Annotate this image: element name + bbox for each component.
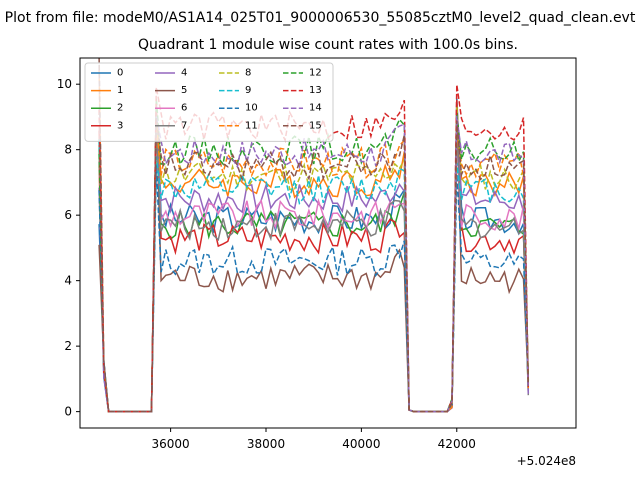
legend-label-0: 0 <box>117 68 123 79</box>
y-axis: 0 2 4 6 8 10 <box>57 77 80 419</box>
y-tick-label: 0 <box>64 405 72 419</box>
legend-label-9: 9 <box>245 85 251 96</box>
x-axis: 36000 38000 40000 42000 <box>152 428 476 451</box>
x-tick-label: 40000 <box>342 437 380 451</box>
legend-label-4: 4 <box>181 68 187 79</box>
x-axis-offset-label: +5.024e8 <box>517 454 576 468</box>
legend-label-12: 12 <box>309 68 322 79</box>
legend-label-14: 14 <box>309 103 322 114</box>
chart-title: Quadrant 1 module wise count rates with … <box>138 37 518 53</box>
legend-label-3: 3 <box>117 120 123 131</box>
x-tick-label: 36000 <box>152 437 190 451</box>
series-line-10 <box>98 165 530 413</box>
x-tick-label: 42000 <box>438 437 476 451</box>
y-tick-label: 2 <box>64 339 72 353</box>
figure-suptitle: Plot from file: modeM0/AS1A14_025T01_900… <box>5 10 636 26</box>
legend-label-10: 10 <box>245 103 258 114</box>
legend-label-6: 6 <box>181 103 187 114</box>
legend-label-1: 1 <box>117 85 123 96</box>
y-tick-label: 6 <box>64 208 72 222</box>
legend-label-8: 8 <box>245 68 251 79</box>
series-line-15 <box>98 58 530 413</box>
legend-label-7: 7 <box>181 120 187 131</box>
legend-label-15: 15 <box>309 120 322 131</box>
y-tick-label: 4 <box>64 274 72 288</box>
legend-label-2: 2 <box>117 103 123 114</box>
legend-label-13: 13 <box>309 85 322 96</box>
x-tick-label: 38000 <box>247 437 285 451</box>
y-tick-label: 10 <box>57 77 72 91</box>
plot-frame <box>79 57 577 429</box>
legend-box <box>84 62 334 142</box>
y-tick-label: 8 <box>64 143 72 157</box>
legend-label-11: 11 <box>245 120 258 131</box>
legend-label-5: 5 <box>181 85 187 96</box>
series-line-3 <box>98 99 530 413</box>
